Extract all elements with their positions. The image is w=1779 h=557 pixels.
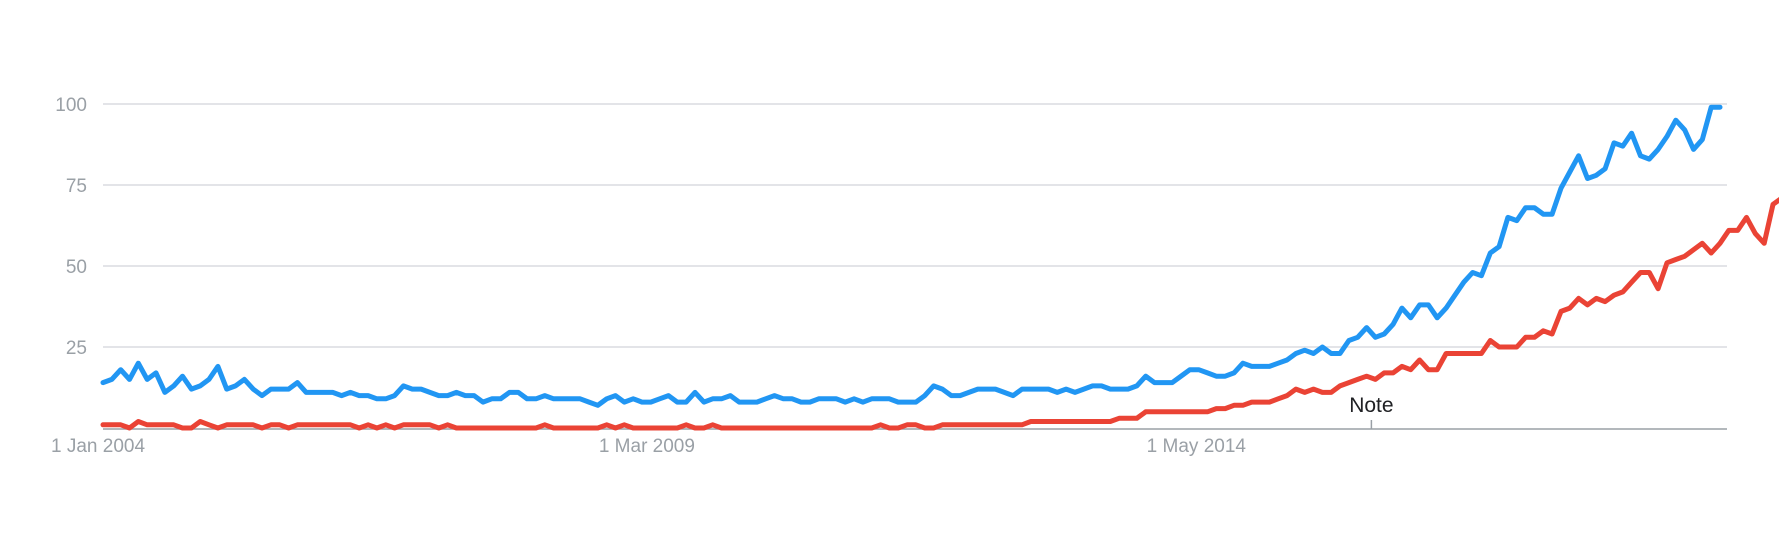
x-tick-label: 1 Mar 2009: [599, 436, 695, 457]
note-annotation[interactable]: Note: [1349, 394, 1394, 429]
x-tick-label: 1 Jan 2004: [51, 436, 145, 457]
y-tick-label: 50: [66, 257, 87, 278]
y-axis-tick-labels: 25 50 75 100: [55, 95, 87, 359]
x-tick-label: 1 May 2014: [1147, 436, 1247, 457]
note-label[interactable]: Note: [1349, 394, 1393, 417]
y-tick-label: 75: [66, 176, 87, 197]
series-line-1[interactable]: [100, 195, 1779, 431]
series-lines: [100, 104, 1779, 431]
gridlines: [103, 103, 1727, 348]
y-tick-label: 100: [55, 95, 87, 116]
x-axis-tick-labels: 1 Jan 2004 1 Mar 2009 1 May 2014: [51, 436, 1246, 457]
y-tick-label: 25: [66, 338, 87, 359]
series-line-0[interactable]: [100, 104, 1723, 408]
